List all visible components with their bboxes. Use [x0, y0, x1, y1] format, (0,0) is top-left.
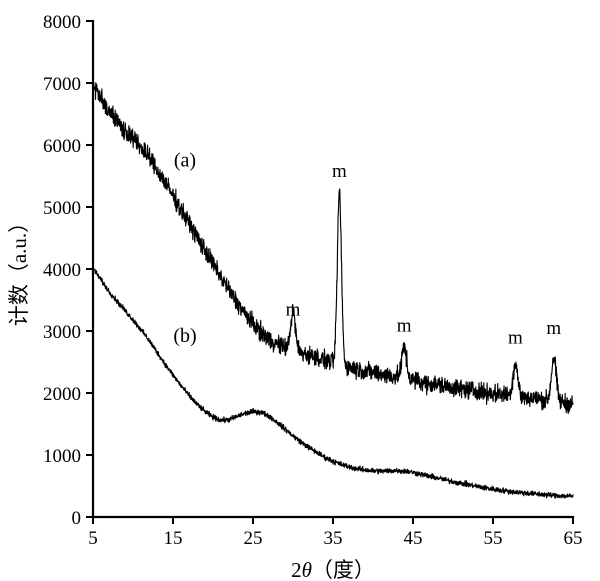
y-tick-label: 0	[72, 508, 82, 529]
x-tick-label: 25	[244, 528, 263, 549]
data-traces	[92, 76, 574, 499]
peak-label-m: m	[286, 300, 301, 321]
chart-axes	[86, 19, 575, 524]
y-tick-label: 1000	[43, 446, 81, 467]
peak-label-m: m	[508, 327, 523, 348]
y-tick-label: 7000	[43, 74, 81, 95]
peak-label-m: m	[546, 318, 561, 339]
curve-label: (a)	[174, 150, 196, 172]
peak-label-m: m	[332, 161, 347, 182]
x-tick-label: 5	[88, 528, 98, 549]
x-tick-label: 15	[164, 528, 183, 549]
y-tick-label: 3000	[43, 322, 81, 343]
y-tick-label: 5000	[43, 198, 81, 219]
chart-annotations: 0 1000 2000 3000 4000 5000 6000 7000 8000 5 15 25 35…	[7, 12, 583, 581]
curve-label: (b)	[173, 325, 196, 347]
y-tick-label: 4000	[43, 260, 81, 281]
x-tick-label: 55	[484, 528, 503, 549]
x-tick-label: 65	[564, 528, 583, 549]
trace-a	[92, 76, 574, 415]
x-tick-label: 45	[404, 528, 423, 549]
trace-b	[92, 265, 574, 499]
y-axis-title: 计数（a.u.）	[7, 212, 31, 326]
y-tick-label: 2000	[43, 384, 81, 405]
y-tick-label: 8000	[43, 12, 81, 33]
peak-label-m: m	[397, 316, 412, 337]
y-tick-label: 6000	[43, 136, 81, 157]
x-tick-label: 35	[324, 528, 343, 549]
x-axis-title: 2θ（度）	[291, 558, 375, 581]
